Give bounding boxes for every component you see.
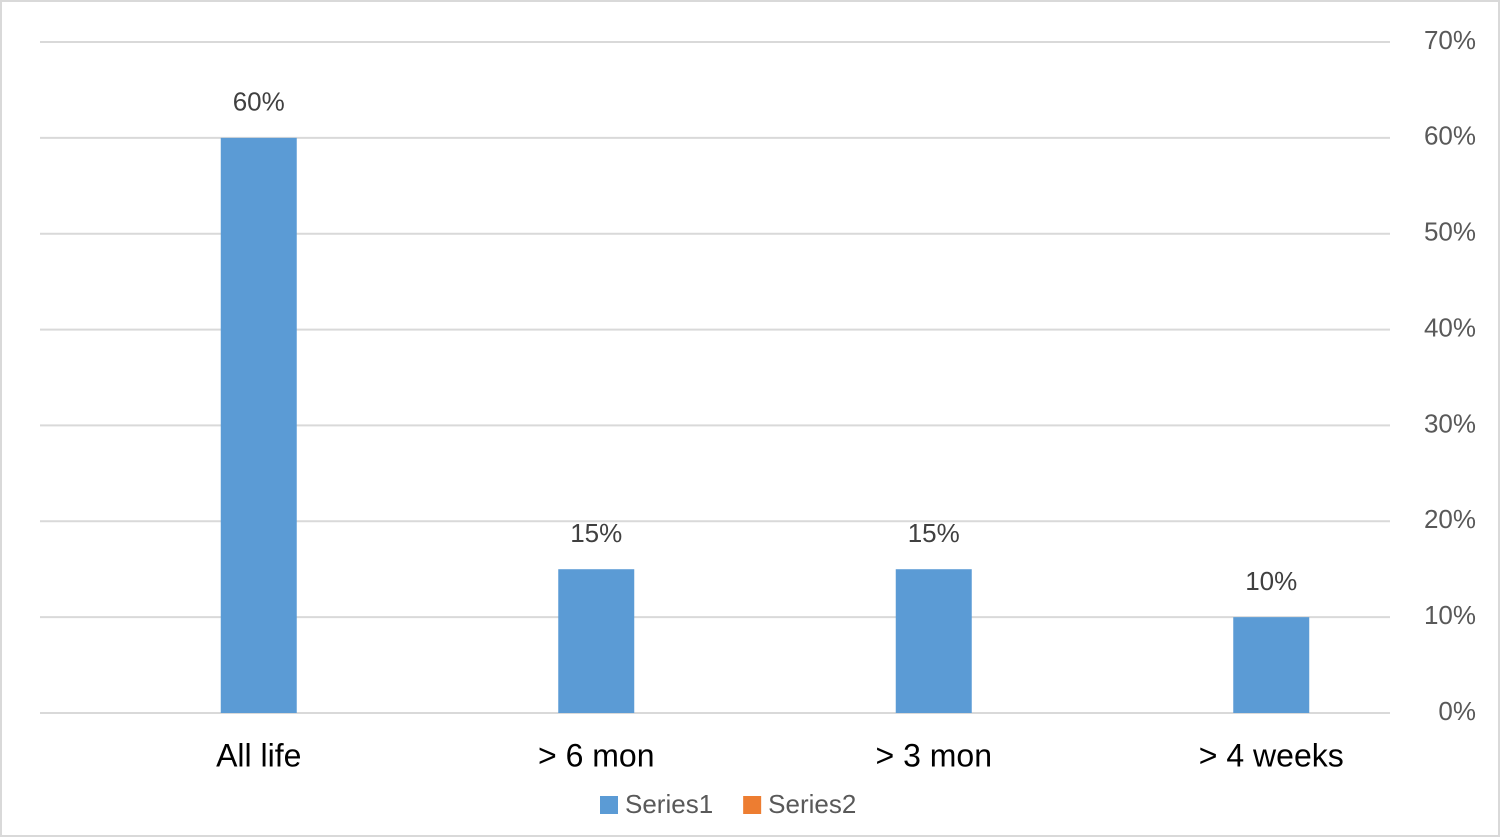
data-label: 15%	[908, 518, 960, 548]
y-tick-label: 10%	[1424, 600, 1476, 630]
bar	[220, 137, 297, 713]
y-tick-label: 60%	[1424, 121, 1476, 151]
data-label: 15%	[570, 518, 622, 548]
bar	[558, 569, 635, 713]
data-label: 10%	[1245, 566, 1297, 596]
legend-label: Series1	[625, 789, 713, 819]
y-tick-label: 50%	[1424, 217, 1476, 247]
x-tick-label: > 3 mon	[875, 737, 992, 773]
x-tick-label: > 6 mon	[538, 737, 655, 773]
legend-swatch	[600, 796, 618, 814]
x-tick-label: All life	[216, 737, 301, 773]
y-tick-label: 20%	[1424, 504, 1476, 534]
bar	[895, 569, 972, 713]
y-tick-label: 70%	[1424, 25, 1476, 55]
legend-swatch	[743, 796, 762, 814]
y-tick-label: 30%	[1424, 408, 1476, 438]
y-tick-label: 40%	[1424, 312, 1476, 342]
legend-label: Series2	[768, 789, 856, 819]
data-label: 60%	[233, 87, 285, 117]
bar	[1233, 617, 1310, 713]
y-tick-label: 0%	[1438, 696, 1476, 726]
x-tick-label: > 4 weeks	[1199, 737, 1344, 773]
